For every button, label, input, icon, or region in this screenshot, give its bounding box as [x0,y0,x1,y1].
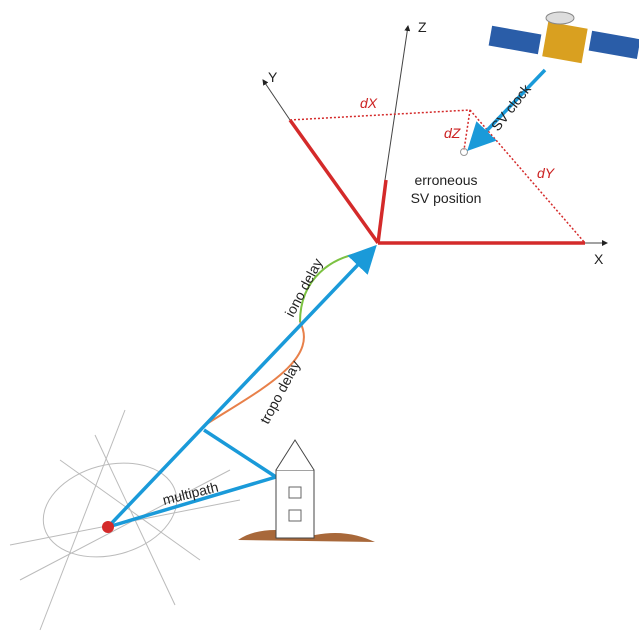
sv-label: erroneous [414,172,477,188]
tropo-label: tropo delay [257,358,304,427]
axis-label: Y [268,69,278,85]
axes [262,25,608,246]
building [238,439,375,542]
receiver [102,521,114,533]
sv-position [460,148,468,156]
axis-label: Z [418,19,427,35]
offset-label: dZ [444,125,461,141]
offset-label: dX [360,95,378,111]
receiver-sketch [9,409,241,631]
satellite [488,11,639,64]
sv-label: SV position [411,190,482,206]
sv-clock-label: SV clock [488,80,535,134]
signals [106,68,547,529]
offset-label: dY [537,165,556,181]
frame [288,118,585,245]
iono-label: iono delay [282,256,326,320]
tropo-curve [204,321,305,426]
axis-label: X [594,251,604,267]
